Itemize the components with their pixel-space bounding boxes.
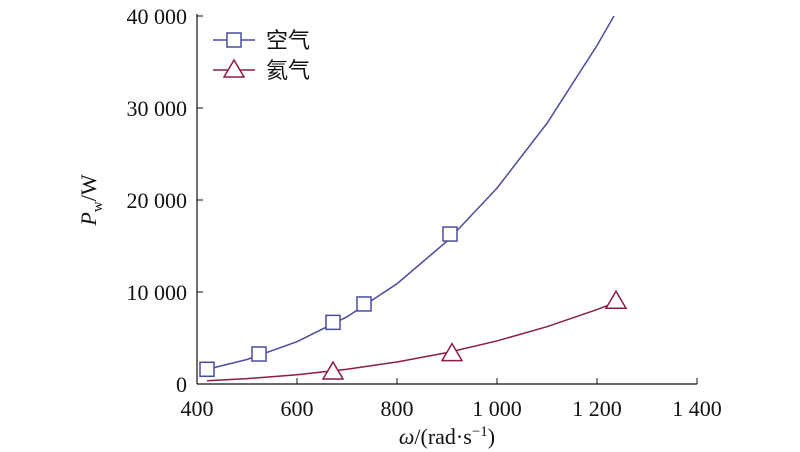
fit-curve xyxy=(204,15,615,371)
y-tick-label: 20 000 xyxy=(127,188,188,213)
y-tick-label: 30 000 xyxy=(127,96,188,121)
data-point xyxy=(440,342,464,362)
y-axis-label: Pw/W xyxy=(76,174,106,226)
y-tick-label: 10 000 xyxy=(127,280,188,305)
y-label-symbol: P xyxy=(76,212,101,226)
data-point xyxy=(356,296,372,312)
y-tick-label: 40 000 xyxy=(127,4,188,29)
x-label-text: /(rad·s xyxy=(414,424,471,449)
y-label-unit: /W xyxy=(76,174,101,201)
data-point xyxy=(442,226,458,242)
x-tick-label: 600 xyxy=(281,396,314,421)
legend-marker xyxy=(226,32,242,48)
x-label-symbol: ω xyxy=(399,424,415,449)
x-tick-label: 1 400 xyxy=(672,396,722,421)
legend-label: 氦气 xyxy=(266,58,310,83)
data-point xyxy=(199,361,215,378)
x-label-close: ) xyxy=(488,424,495,449)
legend-marker xyxy=(222,58,246,78)
y-label-subscript: w xyxy=(90,201,106,212)
data-point xyxy=(325,314,341,331)
data-point xyxy=(604,289,628,309)
data-point xyxy=(251,346,267,362)
x-tick-label: 1 200 xyxy=(572,396,622,421)
x-tick-label: 1 000 xyxy=(472,396,522,421)
data-point xyxy=(321,360,345,380)
x-label-superscript: −1 xyxy=(472,424,488,440)
legend-label: 空气 xyxy=(266,28,310,53)
fit-curve xyxy=(206,302,615,382)
y-tick-label: 0 xyxy=(176,372,187,397)
x-axis-label: ω/(rad·s−1) xyxy=(399,424,495,449)
x-tick-label: 800 xyxy=(381,396,414,421)
x-tick-label: 400 xyxy=(181,396,214,421)
